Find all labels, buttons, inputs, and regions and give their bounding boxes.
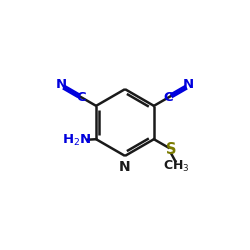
Text: S: S bbox=[166, 142, 176, 156]
Text: C: C bbox=[164, 92, 173, 104]
Text: N: N bbox=[119, 160, 131, 174]
Text: CH$_3$: CH$_3$ bbox=[163, 159, 190, 174]
Text: H$_2$N: H$_2$N bbox=[62, 133, 92, 148]
Text: N: N bbox=[183, 78, 194, 90]
Text: N: N bbox=[56, 78, 67, 90]
Text: C: C bbox=[77, 92, 86, 104]
